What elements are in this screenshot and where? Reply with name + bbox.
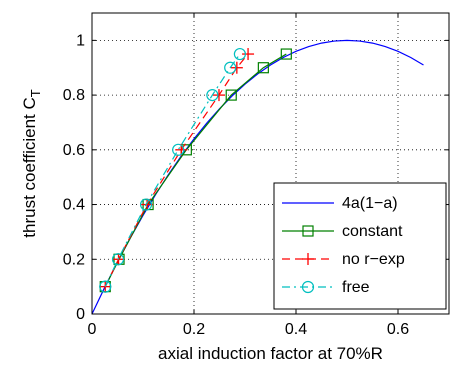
- plus-marker: [242, 48, 255, 61]
- square-marker: [257, 62, 269, 74]
- x-tick-label: 0.2: [183, 321, 205, 338]
- legend: 4a(1−a) constant no r−exp free: [273, 182, 447, 310]
- axes-box: [91, 12, 450, 315]
- circle-marker: [139, 198, 153, 211]
- legend-label: no r−exp: [342, 251, 405, 268]
- square-marker: [280, 48, 292, 60]
- circle-marker: [224, 61, 237, 74]
- legend-item: constant: [282, 223, 403, 240]
- y-axis-label: thrust coefficient CT: [20, 89, 43, 237]
- plus-marker: [230, 61, 243, 74]
- y-tick-label: 0.8: [63, 87, 85, 104]
- legend-label: constant: [342, 223, 403, 240]
- series-layer: [91, 39, 424, 315]
- plus-marker: [302, 253, 314, 265]
- y-tick-label: 0: [76, 306, 85, 323]
- legend-label: free: [342, 279, 370, 296]
- y-tick-label: 0.4: [63, 197, 85, 214]
- x-axis-label: axial induction factor at 70%R: [158, 344, 383, 363]
- y-tick-label: 1: [76, 32, 85, 49]
- square-marker: [302, 225, 314, 237]
- series-3: [99, 47, 246, 293]
- y-axis-label-subscript: T: [28, 89, 43, 97]
- ticks: [91, 13, 449, 315]
- x-tick-label: 0.4: [285, 321, 307, 338]
- circle-marker: [301, 280, 315, 294]
- legend-item: no r−exp: [282, 251, 405, 268]
- circle-marker: [172, 143, 185, 156]
- x-tick-label: 0: [88, 321, 97, 338]
- y-axis-label-main: thrust coefficient C: [20, 97, 39, 237]
- y-tick-label: 0.6: [63, 142, 85, 159]
- legend-item: free: [282, 279, 370, 296]
- square-marker: [225, 89, 237, 101]
- circle-marker: [99, 280, 112, 293]
- plus-marker: [212, 89, 225, 102]
- y-tick-label: 0.2: [63, 251, 85, 268]
- legend-item: 4a(1−a): [282, 195, 398, 212]
- tick-labels: 0 0.2 0.4 0.6 0 0.2 0.4 0.6 0.8 1: [63, 32, 409, 338]
- circle-marker: [206, 88, 219, 102]
- circle-marker: [233, 47, 246, 61]
- series-line: [104, 53, 241, 287]
- legend-label: 4a(1−a): [342, 195, 398, 212]
- x-tick-label: 0.6: [387, 321, 409, 338]
- circle-marker: [111, 253, 125, 266]
